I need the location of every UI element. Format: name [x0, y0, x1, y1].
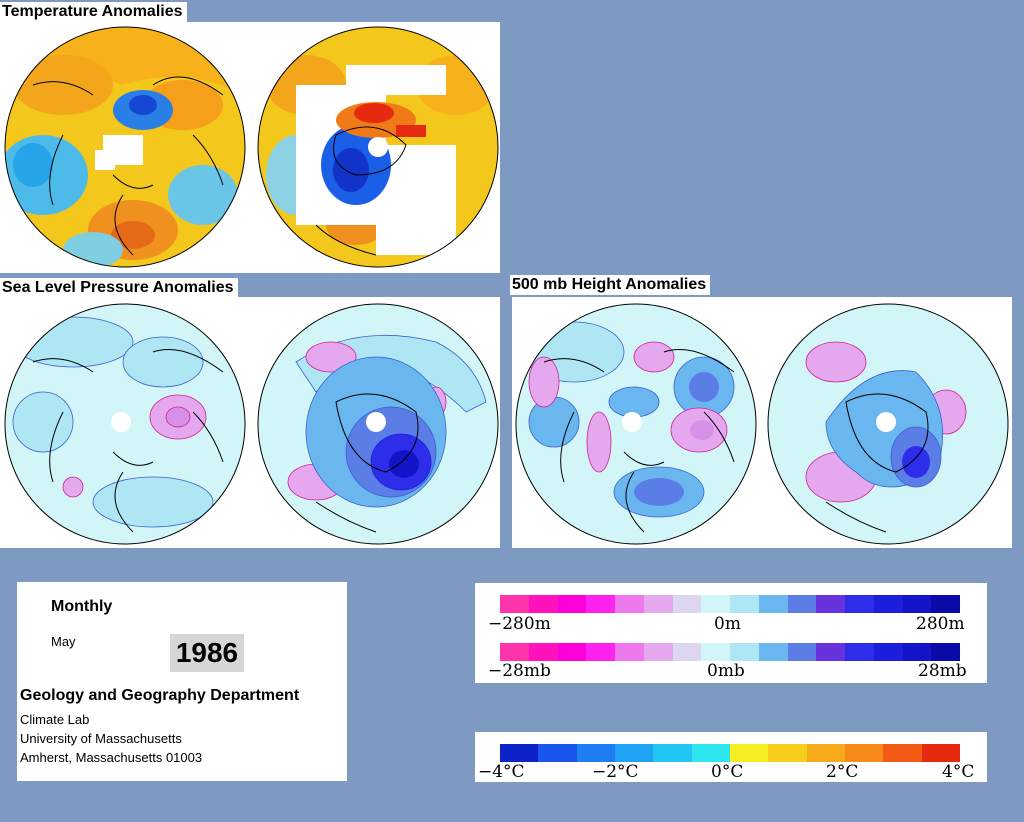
- temperature-swatch: [806, 744, 845, 762]
- height-swatch: [816, 595, 845, 613]
- slp-swatch: [586, 643, 615, 661]
- slp-swatch: [528, 643, 558, 661]
- height-swatch: [701, 595, 730, 613]
- temperature-swatch: [576, 744, 615, 762]
- height-tick-label: 280m: [916, 614, 965, 634]
- height-swatch: [615, 595, 644, 613]
- slp-swatch: [615, 643, 644, 661]
- temperature-colorbar: [500, 744, 960, 762]
- height-swatch: [845, 595, 874, 613]
- height-globe-south: [766, 302, 1010, 546]
- height-swatch: [586, 595, 615, 613]
- period-label: Monthly: [51, 598, 113, 615]
- temperature-legend: −4°C −2°C 0°C 2°C 4°C: [475, 732, 987, 782]
- height-swatch: [730, 595, 759, 613]
- height-swatch: [643, 595, 673, 613]
- temperature-swatch: [500, 744, 539, 762]
- height-swatch: [758, 595, 788, 613]
- height-swatch: [787, 595, 817, 613]
- height-swatch: [500, 595, 529, 613]
- slp-swatch: [902, 643, 932, 661]
- slp-swatch: [672, 643, 702, 661]
- temperature-tick-label: 4°C: [942, 762, 975, 782]
- temperature-tick-label: −4°C: [478, 762, 525, 782]
- slp-swatch: [787, 643, 817, 661]
- slp-swatch: [500, 643, 529, 661]
- slp-swatch: [816, 643, 845, 661]
- info-box: Monthly May 1986 Geology and Geography D…: [17, 582, 347, 781]
- slp-swatch: [701, 643, 730, 661]
- temperature-swatch: [653, 744, 692, 762]
- temperature-tick-label: 2°C: [826, 762, 859, 782]
- height-swatch: [528, 595, 558, 613]
- slp-swatch: [557, 643, 587, 661]
- height-globe-north: [514, 302, 758, 546]
- slp-swatch: [845, 643, 874, 661]
- slp-swatch: [730, 643, 759, 661]
- slp-tick-label: 0mb: [707, 661, 745, 681]
- height-swatch: [902, 595, 932, 613]
- year-label: 1986: [170, 634, 244, 672]
- slp-colorbar: [500, 643, 960, 661]
- temperature-swatch: [844, 744, 884, 762]
- temperature-globe-south: [256, 25, 500, 269]
- temperature-globe-north: [3, 25, 247, 269]
- slp-swatch: [873, 643, 903, 661]
- temperature-swatch: [614, 744, 654, 762]
- anomaly-legend: −280m 0m 280m −28mb 0mb 28mb: [475, 583, 987, 683]
- slp-tick-label: 28mb: [918, 661, 967, 681]
- temperature-swatch: [921, 744, 960, 762]
- slp-globe-south: [256, 302, 500, 546]
- temperature-swatch: [883, 744, 922, 762]
- slp-swatch: [643, 643, 673, 661]
- height-title: 500 mb Height Anomalies: [510, 275, 711, 295]
- temperature-tick-label: 0°C: [711, 762, 744, 782]
- month-label: May: [51, 634, 76, 649]
- temperature-tick-label: −2°C: [592, 762, 639, 782]
- department-label: Geology and Geography Department: [20, 687, 300, 704]
- temperature-swatch: [691, 744, 730, 762]
- height-swatch: [557, 595, 587, 613]
- height-swatch: [931, 595, 960, 613]
- temperature-title: Temperature Anomalies: [0, 2, 187, 22]
- height-tick-label: 0m: [714, 614, 741, 634]
- slp-title: Sea Level Pressure Anomalies: [0, 278, 238, 298]
- lab-label: Climate Lab: [20, 712, 90, 727]
- slp-tick-label: −28mb: [488, 661, 551, 681]
- slp-swatch: [931, 643, 960, 661]
- height-swatch: [873, 595, 903, 613]
- slp-swatch: [758, 643, 788, 661]
- temperature-swatch: [729, 744, 769, 762]
- height-swatch: [672, 595, 702, 613]
- temperature-swatch: [768, 744, 807, 762]
- height-colorbar: [500, 595, 960, 613]
- height-tick-label: −280m: [488, 614, 551, 634]
- university-label: University of Massachusetts: [20, 731, 182, 746]
- address-label: Amherst, Massachusetts 01003: [20, 750, 203, 765]
- slp-globe-north: [3, 302, 247, 546]
- temperature-swatch: [538, 744, 577, 762]
